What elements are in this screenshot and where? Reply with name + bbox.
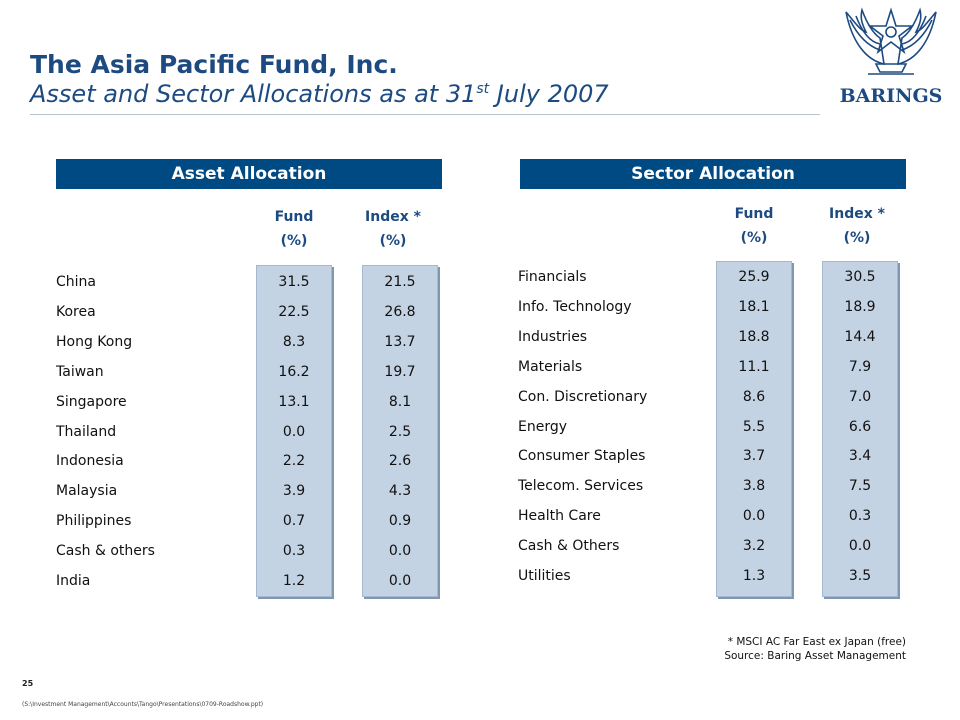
asset-index-header-line1: Index *	[365, 209, 421, 225]
index-footnote: * MSCI AC Far East ex Japan (free)	[727, 636, 906, 648]
row-label: China	[56, 274, 96, 290]
title-divider	[30, 114, 820, 115]
fund-value: 3.2	[742, 538, 766, 555]
sector-fund-header-line1: Fund	[734, 206, 774, 222]
fund-value: 22.5	[278, 303, 310, 320]
index-value: 18.9	[844, 298, 876, 315]
barings-crest-icon: BARINGS	[840, 7, 943, 107]
fund-value: 18.1	[738, 298, 770, 315]
page-subtitle: Asset and Sector Allocations as at 31st …	[30, 80, 609, 108]
fund-value: 18.8	[738, 328, 770, 345]
fund-value: 13.1	[278, 393, 310, 410]
subtitle-superscript: st	[476, 81, 490, 97]
sector-fund-column-header: Fund (%)	[716, 202, 792, 250]
row-label: Consumer Staples	[518, 448, 646, 465]
row-label: Info. Technology	[518, 298, 632, 315]
fund-value: 0.3	[282, 543, 306, 560]
sector-index-column-header: Index * (%)	[812, 202, 902, 250]
row-label: Philippines	[56, 513, 132, 530]
sector-index-header-line1: Index *	[829, 206, 885, 222]
row-label: Financials	[518, 269, 587, 285]
logo-wordmark: BARINGS	[840, 85, 943, 107]
fund-value: 0.0	[282, 423, 306, 440]
sector-fund-column-panel	[716, 261, 792, 597]
asset-index-header-line2: (%)	[379, 233, 407, 249]
row-label: Korea	[56, 303, 96, 320]
barings-logo: BARINGS	[836, 2, 946, 112]
index-value: 2.5	[388, 423, 412, 440]
index-value: 13.7	[384, 333, 416, 350]
index-value: 2.6	[388, 453, 412, 470]
row-label: Energy	[518, 418, 568, 435]
fund-value: 1.2	[282, 573, 306, 589]
index-value: 3.5	[848, 568, 872, 584]
row-label: Thailand	[56, 423, 117, 440]
sector-allocation-header: Sector Allocation	[520, 159, 906, 189]
index-value: 30.5	[844, 269, 876, 285]
fund-value: 3.8	[742, 478, 766, 495]
source-note: Source: Baring Asset Management	[724, 650, 906, 662]
index-value: 0.0	[388, 543, 412, 560]
index-value: 19.7	[384, 363, 416, 380]
asset-index-column-panel	[362, 265, 438, 597]
index-value: 8.1	[388, 393, 412, 410]
row-label: Con. Discretionary	[518, 388, 648, 405]
subtitle-tail: July 2007	[489, 80, 609, 108]
fund-value: 0.7	[282, 513, 306, 530]
row-label: Indonesia	[56, 453, 124, 470]
fund-value: 8.3	[282, 333, 306, 350]
index-value: 14.4	[844, 328, 876, 345]
row-label: Telecom. Services	[518, 478, 644, 495]
row-label: Cash & Others	[518, 538, 620, 555]
fund-value: 16.2	[278, 363, 310, 380]
row-label: Industries	[518, 328, 588, 345]
file-path: (S:\Investment Management\Accounts\Tango…	[22, 701, 264, 708]
row-label: India	[56, 573, 91, 589]
sector-fund-header-line2: (%)	[740, 230, 768, 246]
index-value: 7.0	[848, 388, 872, 405]
asset-fund-column-header: Fund (%)	[256, 205, 332, 253]
index-value: 0.0	[848, 538, 872, 555]
row-label: Cash & others	[56, 543, 155, 560]
row-label: Taiwan	[56, 363, 104, 380]
index-value: 0.9	[388, 513, 412, 530]
row-label: Singapore	[56, 393, 127, 410]
asset-allocation-header: Asset Allocation	[56, 159, 442, 189]
fund-value: 31.5	[278, 274, 310, 290]
row-label: Utilities	[518, 568, 571, 584]
fund-value: 3.7	[742, 448, 766, 465]
fund-value: 1.3	[742, 568, 766, 584]
index-value: 4.3	[388, 483, 412, 500]
fund-value: 5.5	[742, 418, 766, 435]
index-value: 0.0	[388, 573, 412, 589]
sector-index-header-line2: (%)	[843, 230, 871, 246]
row-label: Hong Kong	[56, 333, 133, 350]
asset-fund-header-line1: Fund	[274, 209, 314, 225]
fund-value: 3.9	[282, 483, 306, 500]
subtitle-main: Asset and Sector Allocations as at 31	[30, 80, 477, 108]
page-title: The Asia Pacific Fund, Inc.	[30, 50, 398, 79]
fund-value: 11.1	[738, 358, 770, 375]
sector-index-column-panel	[822, 261, 898, 597]
index-value: 6.6	[848, 418, 872, 435]
page-number: 25	[22, 679, 34, 688]
index-value: 0.3	[848, 508, 872, 525]
fund-value: 8.6	[742, 388, 766, 405]
index-value: 21.5	[384, 274, 416, 290]
fund-value: 0.0	[742, 508, 766, 525]
asset-fund-column-panel	[256, 265, 332, 597]
asset-index-column-header: Index * (%)	[350, 205, 436, 253]
row-label: Materials	[518, 358, 583, 375]
fund-value: 25.9	[738, 269, 770, 285]
asset-fund-header-line2: (%)	[280, 233, 308, 249]
fund-value: 2.2	[282, 453, 306, 470]
row-label: Health Care	[518, 508, 601, 525]
index-value: 7.5	[848, 478, 872, 495]
index-value: 26.8	[384, 303, 416, 320]
index-value: 7.9	[848, 358, 872, 375]
row-label: Malaysia	[56, 483, 118, 500]
index-value: 3.4	[848, 448, 872, 465]
